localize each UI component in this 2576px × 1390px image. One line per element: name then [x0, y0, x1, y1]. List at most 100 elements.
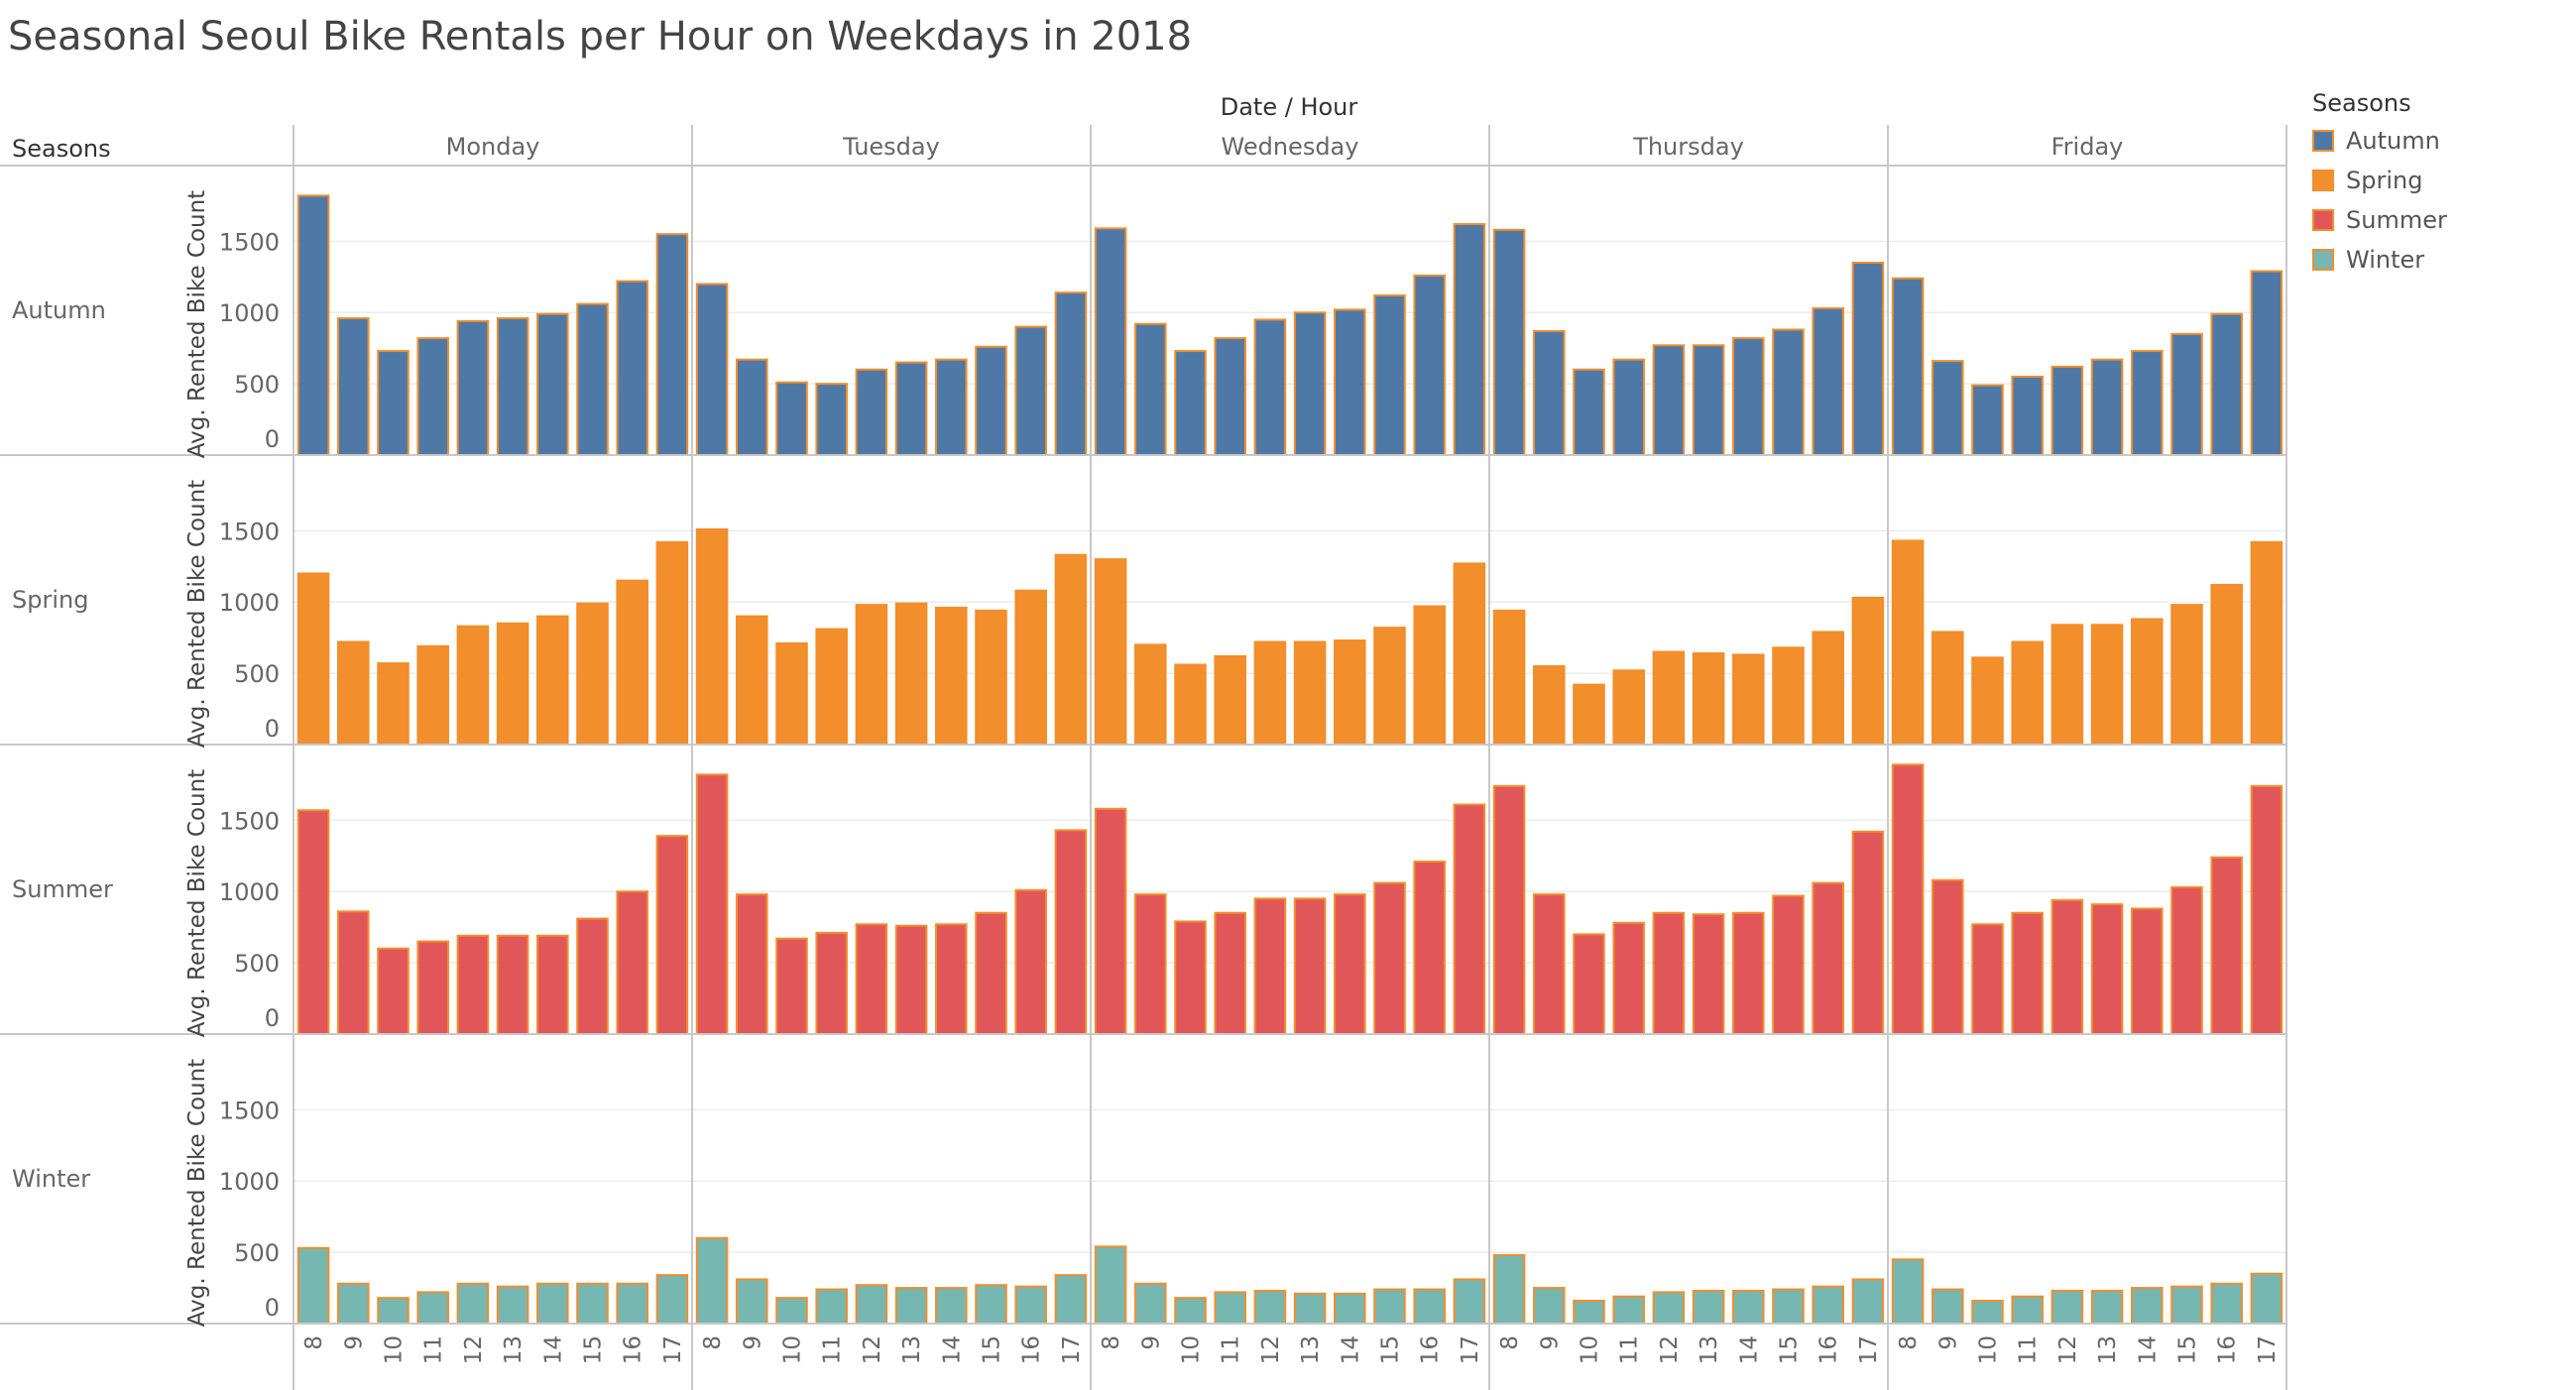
bar[interactable] — [496, 316, 529, 456]
bar[interactable] — [2090, 903, 2124, 1035]
bar[interactable] — [1533, 893, 1566, 1036]
bar[interactable] — [1891, 539, 1925, 746]
bar[interactable] — [2050, 1289, 2084, 1325]
bar[interactable] — [855, 368, 888, 457]
bar[interactable] — [894, 602, 928, 746]
bar[interactable] — [1612, 358, 1645, 456]
bar[interactable] — [536, 312, 569, 456]
bar[interactable] — [1174, 920, 1207, 1036]
legend-item-winter[interactable]: Winter — [2312, 240, 2447, 280]
bar[interactable] — [576, 602, 609, 746]
bar[interactable] — [416, 644, 449, 746]
bar[interactable] — [935, 923, 968, 1036]
bar[interactable] — [337, 640, 370, 746]
bar[interactable] — [1014, 888, 1047, 1035]
bar[interactable] — [1573, 368, 1605, 457]
bar[interactable] — [1134, 1282, 1167, 1326]
bar[interactable] — [1413, 861, 1446, 1035]
bar[interactable] — [1652, 1291, 1686, 1325]
bar[interactable] — [456, 319, 490, 456]
bar[interactable] — [456, 625, 490, 747]
bar[interactable] — [1413, 605, 1446, 746]
bar[interactable] — [1492, 784, 1526, 1035]
bar[interactable] — [1652, 911, 1686, 1036]
bar[interactable] — [1692, 913, 1725, 1035]
bar[interactable] — [496, 1285, 529, 1325]
bar[interactable] — [695, 527, 729, 746]
bar[interactable] — [337, 316, 370, 456]
bar[interactable] — [1851, 830, 1885, 1035]
bar[interactable] — [695, 1236, 729, 1326]
bar[interactable] — [377, 1297, 410, 1325]
bar[interactable] — [1772, 894, 1805, 1035]
bar[interactable] — [775, 937, 808, 1035]
bar[interactable] — [1891, 1258, 1925, 1325]
bar[interactable] — [1932, 878, 1964, 1035]
bar[interactable] — [1692, 344, 1725, 457]
bar[interactable] — [975, 609, 1007, 747]
bar[interactable] — [1253, 897, 1287, 1035]
bar[interactable] — [695, 773, 729, 1036]
bar[interactable] — [695, 283, 729, 457]
bar[interactable] — [815, 628, 848, 747]
bar[interactable] — [1014, 325, 1047, 457]
bar[interactable] — [377, 662, 410, 746]
bar[interactable] — [296, 809, 330, 1035]
bar[interactable] — [894, 361, 928, 456]
bar[interactable] — [2170, 604, 2203, 747]
bar[interactable] — [1492, 228, 1526, 456]
bar[interactable] — [736, 358, 768, 456]
bar[interactable] — [775, 641, 808, 746]
bar[interactable] — [1732, 911, 1765, 1036]
bar[interactable] — [1732, 337, 1765, 456]
bar[interactable] — [1334, 639, 1366, 747]
bar[interactable] — [1334, 893, 1366, 1036]
legend-item-summer[interactable]: Summer — [2312, 200, 2447, 240]
bar[interactable] — [1094, 807, 1127, 1035]
bar[interactable] — [536, 934, 569, 1035]
bar[interactable] — [1253, 1289, 1287, 1325]
bar[interactable] — [1533, 664, 1566, 747]
bar[interactable] — [416, 1291, 449, 1325]
bar[interactable] — [1334, 308, 1366, 456]
bar[interactable] — [1772, 328, 1805, 457]
bar[interactable] — [775, 1297, 808, 1325]
bar[interactable] — [2131, 618, 2164, 747]
bar[interactable] — [2131, 350, 2164, 457]
bar[interactable] — [1453, 223, 1486, 456]
bar[interactable] — [616, 1282, 648, 1326]
bar[interactable] — [1293, 1292, 1327, 1326]
bar[interactable] — [616, 890, 648, 1035]
bar[interactable] — [1812, 306, 1844, 456]
bar[interactable] — [496, 934, 529, 1035]
bar[interactable] — [377, 947, 410, 1036]
bar[interactable] — [1971, 923, 2004, 1036]
bar[interactable] — [1573, 933, 1605, 1036]
bar[interactable] — [1293, 311, 1327, 456]
bar[interactable] — [1214, 1291, 1246, 1325]
bar[interactable] — [1373, 627, 1406, 746]
bar[interactable] — [296, 194, 330, 456]
bar[interactable] — [975, 1284, 1007, 1325]
bar[interactable] — [2011, 1295, 2044, 1325]
bar[interactable] — [2210, 583, 2243, 746]
bar[interactable] — [337, 1282, 370, 1326]
bar[interactable] — [1293, 640, 1327, 746]
bar[interactable] — [1453, 1278, 1486, 1325]
bar[interactable] — [1214, 337, 1246, 456]
bar[interactable] — [1812, 881, 1844, 1035]
bar[interactable] — [1373, 1288, 1406, 1326]
bar[interactable] — [1174, 663, 1207, 746]
bar[interactable] — [2250, 784, 2283, 1035]
bar[interactable] — [2170, 1285, 2203, 1325]
bar[interactable] — [1932, 631, 1964, 747]
bar[interactable] — [456, 934, 490, 1035]
bar[interactable] — [1214, 654, 1246, 747]
bar[interactable] — [894, 1287, 928, 1326]
bar[interactable] — [2250, 1272, 2283, 1325]
bar[interactable] — [1891, 277, 1925, 456]
bar[interactable] — [1334, 1292, 1366, 1326]
bar[interactable] — [1014, 1285, 1047, 1325]
bar[interactable] — [1094, 227, 1127, 456]
bar[interactable] — [736, 1278, 768, 1325]
